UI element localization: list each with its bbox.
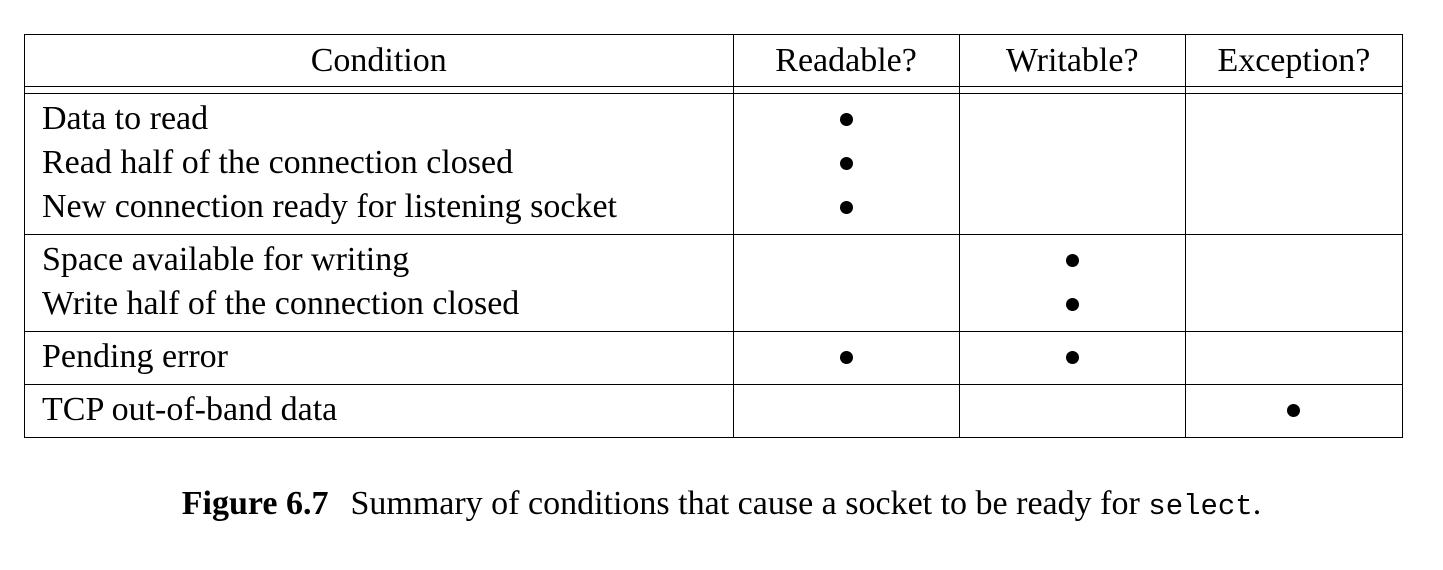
readable-bullet-icon — [839, 200, 853, 214]
writable-cell — [958, 234, 1186, 332]
caption-text: Summary of conditions that cause a socke… — [350, 485, 1149, 522]
condition-cell: Pending error — [24, 331, 733, 385]
exception-cell — [1184, 234, 1403, 332]
condition-label: Data to read — [42, 100, 209, 137]
condition-label: Space available for writing — [42, 241, 410, 278]
condition-label: New connection ready for listening socke… — [42, 188, 617, 225]
table-row-group: TCP out-of-band data — [25, 384, 1403, 438]
caption-end: . — [1252, 485, 1262, 522]
exception-cell — [1184, 384, 1403, 438]
writable-cell — [958, 331, 1186, 385]
readable-cell — [732, 234, 960, 332]
readable-cell — [732, 384, 960, 438]
header-writable: Writable? — [958, 34, 1186, 87]
condition-label: Pending error — [42, 338, 229, 375]
exception-cell — [1184, 93, 1403, 235]
writable-bullet-icon — [1065, 350, 1079, 364]
figure-number: Figure 6.7 — [181, 485, 329, 522]
readable-bullet-icon — [839, 156, 853, 170]
writable-bullet-icon — [1065, 253, 1079, 267]
header-condition: Condition — [24, 34, 733, 87]
condition-cell: Data to read Read half of the connection … — [24, 93, 733, 235]
condition-label: Read half of the connection closed — [42, 144, 514, 181]
writable-cell — [958, 384, 1186, 438]
writable-bullet-icon — [1065, 297, 1079, 311]
condition-label: Write half of the connection closed — [42, 285, 520, 322]
header-readable: Readable? — [732, 34, 960, 87]
table-row-group: Space available for writing Write half of… — [24, 234, 1403, 332]
table-row-group: Data to read Read half of the connection … — [24, 93, 1403, 235]
header-exception: Exception? — [1184, 34, 1403, 87]
caption-code: select — [1148, 490, 1253, 523]
exception-cell — [1184, 331, 1403, 385]
readable-cell — [732, 331, 960, 385]
conditions-table: Condition Readable? Writable? Exception?… — [24, 34, 1403, 438]
exception-bullet-icon — [1287, 403, 1301, 417]
table-row-group: Pending error — [24, 331, 1403, 385]
readable-bullet-icon — [839, 112, 853, 126]
condition-cell: Space available for writing Write half of… — [24, 234, 733, 332]
writable-cell — [958, 93, 1186, 235]
readable-bullet-icon — [839, 350, 853, 364]
condition-label: TCP out-of-band data — [42, 391, 338, 428]
readable-cell — [732, 93, 960, 235]
condition-cell: TCP out-of-band data — [25, 385, 734, 438]
figure-caption: Figure 6.7 Summary of conditions that cau… — [0, 485, 1443, 523]
